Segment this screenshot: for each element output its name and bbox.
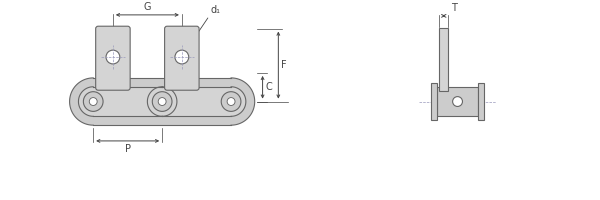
Circle shape bbox=[208, 78, 255, 125]
Circle shape bbox=[70, 78, 117, 125]
Circle shape bbox=[79, 87, 108, 116]
Circle shape bbox=[217, 87, 246, 116]
Text: C: C bbox=[266, 82, 272, 92]
Circle shape bbox=[158, 98, 166, 105]
Bar bbox=[431, 83, 437, 120]
FancyBboxPatch shape bbox=[164, 26, 199, 90]
Circle shape bbox=[106, 50, 120, 64]
Bar bbox=[93, 87, 162, 116]
Circle shape bbox=[89, 98, 97, 105]
Text: P: P bbox=[125, 144, 131, 154]
Bar bbox=[439, 28, 448, 91]
Bar bbox=[478, 83, 484, 120]
Text: T: T bbox=[451, 3, 457, 13]
Circle shape bbox=[221, 92, 241, 111]
Circle shape bbox=[148, 87, 177, 116]
Circle shape bbox=[227, 98, 235, 105]
Text: F: F bbox=[281, 60, 287, 70]
Text: d₁: d₁ bbox=[211, 5, 220, 15]
Circle shape bbox=[452, 97, 463, 106]
Circle shape bbox=[152, 92, 172, 111]
Bar bbox=[437, 87, 478, 116]
FancyBboxPatch shape bbox=[95, 26, 130, 90]
Circle shape bbox=[83, 92, 103, 111]
Circle shape bbox=[175, 50, 189, 64]
Bar bbox=[93, 78, 231, 125]
Text: G: G bbox=[143, 2, 151, 12]
Circle shape bbox=[148, 87, 177, 116]
Bar bbox=[162, 87, 231, 116]
